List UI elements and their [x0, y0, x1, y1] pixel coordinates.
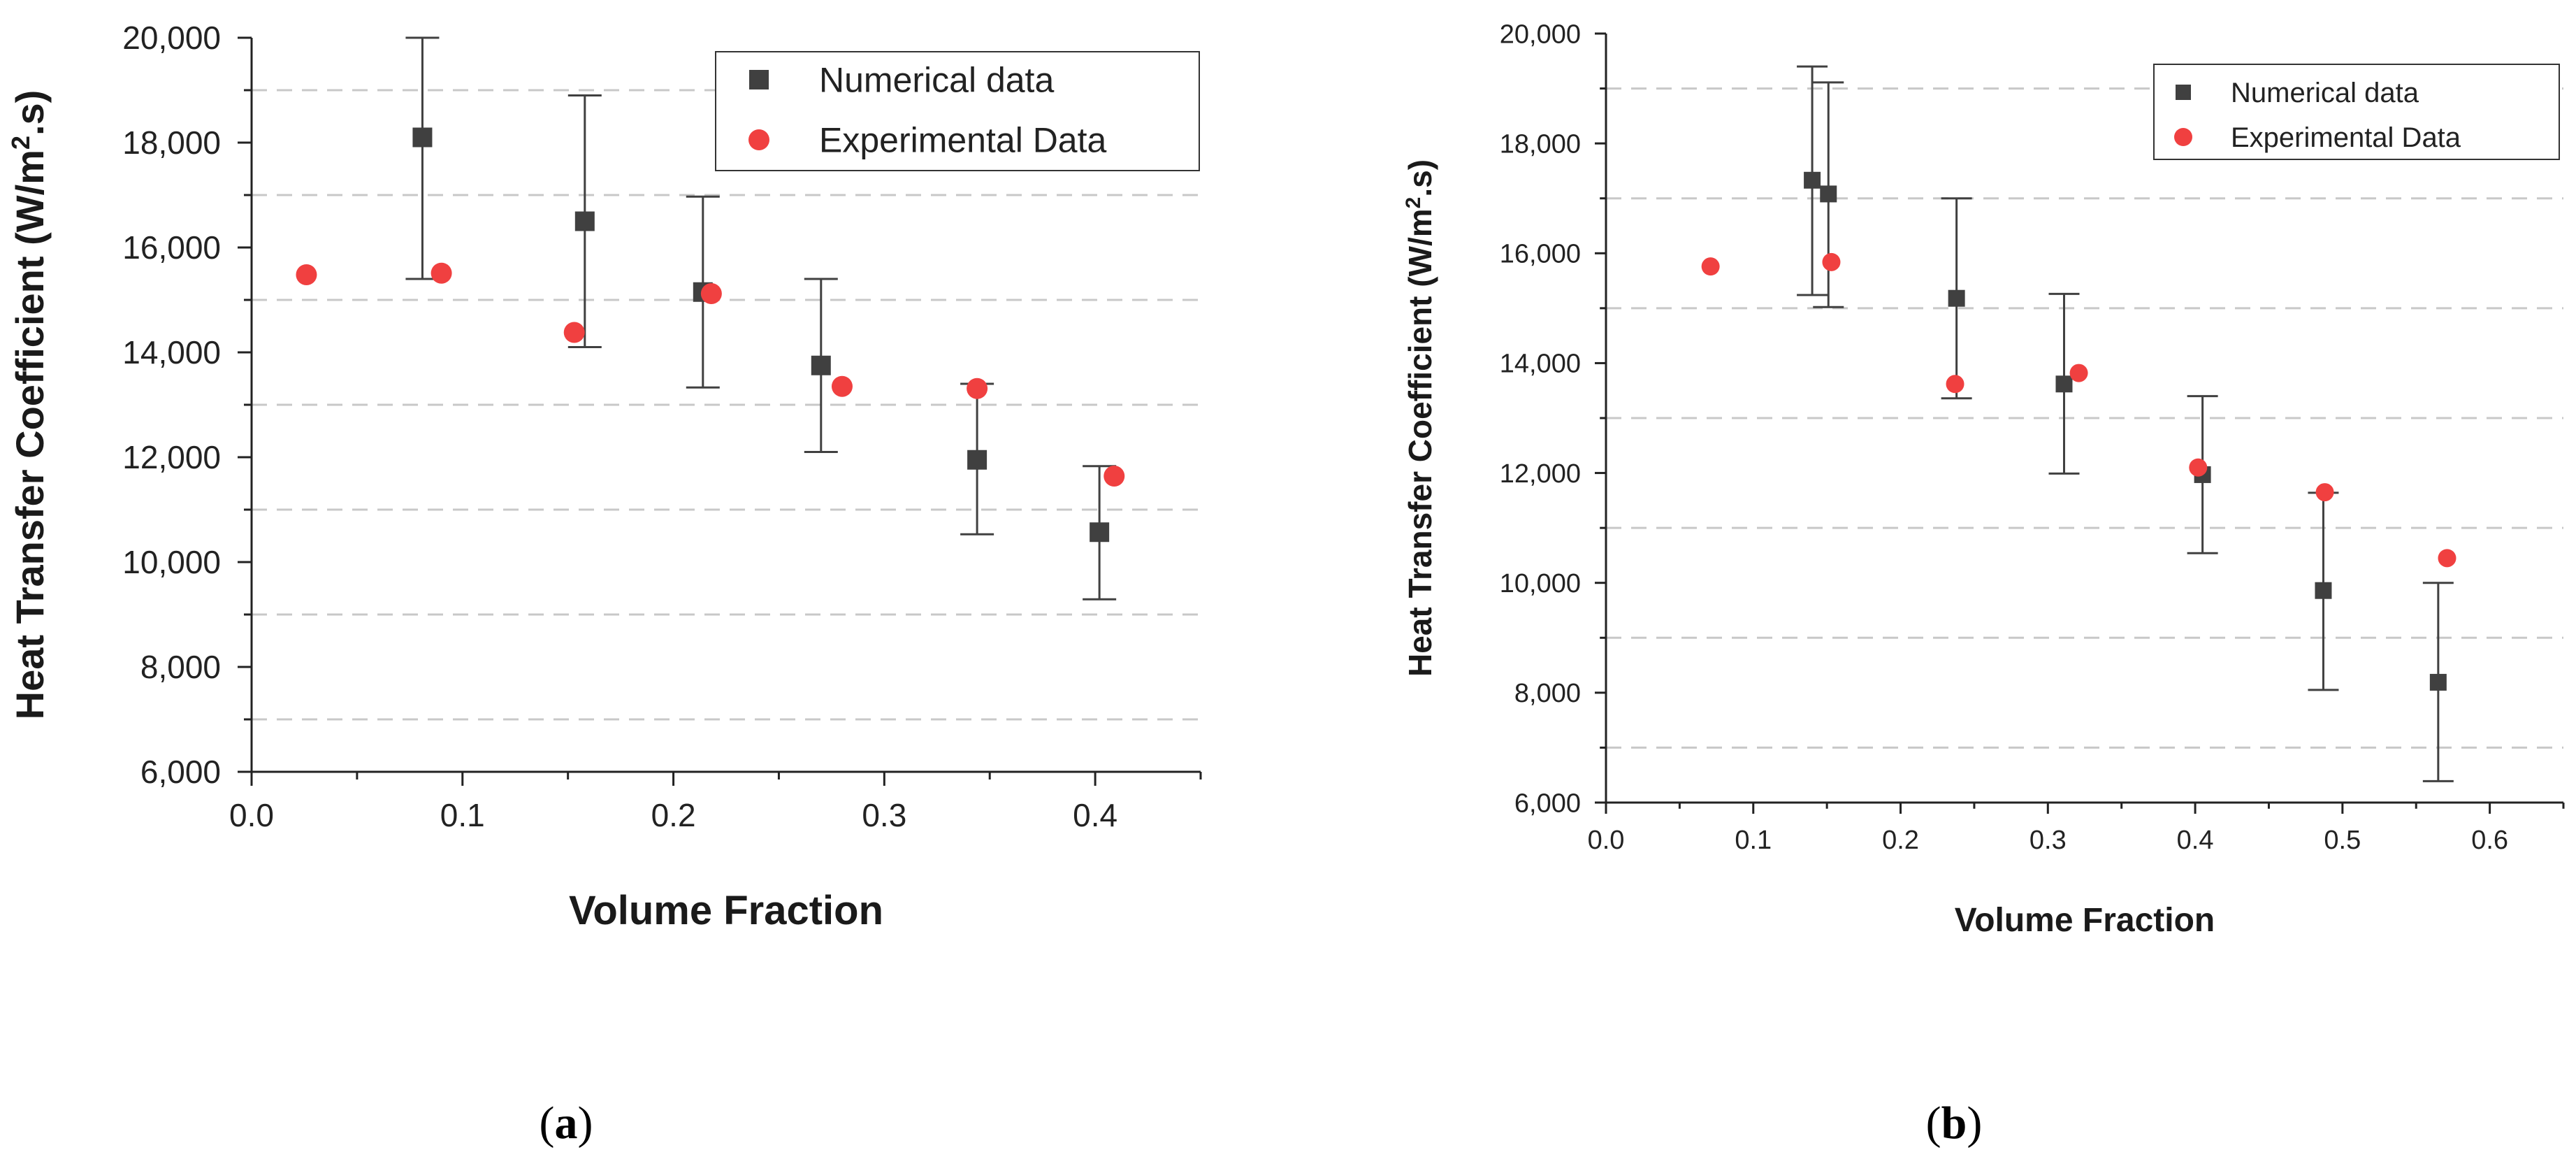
y-tick-label-b-3: 12,000 [1500, 459, 1581, 489]
legend-numerical-label-b: Numerical data [2231, 78, 2419, 108]
x-tick-label-b-2: 0.2 [1882, 826, 1919, 855]
legend-box-b [2153, 64, 2560, 160]
numerical-point-b-6 [2429, 673, 2447, 691]
y-axis-label-main-a: Heat Transfer Coefficient (W/m [8, 150, 52, 719]
chart-a: 0.0 0.1 0.2 0.3 0.4 6,000 8,000 10,000 12,000 14… [6, 20, 1202, 933]
experimental-point-a-5 [967, 378, 988, 399]
numerical-point-a-4 [967, 450, 987, 470]
numerical-point-b-5 [2315, 582, 2332, 599]
x-tick-labels-a: 0.0 0.1 0.2 0.3 0.4 [229, 797, 1117, 833]
y-tick-label-a-3: 12,000 [122, 439, 221, 475]
x-tick-label-a-4: 0.4 [1073, 797, 1117, 833]
y-axis-label-a: Heat Transfer Coefficient (W/m2.s) [6, 90, 52, 720]
y-tick-label-a-2: 10,000 [122, 544, 221, 580]
y-tick-label-a-1: 8,000 [140, 649, 221, 685]
experimental-point-b-1 [1822, 252, 1841, 271]
x-tick-label-a-3: 0.3 [862, 797, 906, 833]
legend-experimental-marker-b [2174, 128, 2192, 146]
grid-lines-a [252, 89, 1201, 721]
y-axis-label-b: Heat Transfer Coefficient (W/m2.s) [1402, 159, 1439, 677]
y-tick-label-b-6: 18,000 [1500, 129, 1581, 159]
caption-a-letter: a [555, 1098, 578, 1149]
experimental-point-b-6 [2438, 549, 2456, 568]
x-tick-label-a-1: 0.1 [440, 797, 485, 833]
x-tick-label-b-0: 0.0 [1588, 826, 1625, 855]
legend-a: Numerical data Experimental Data [715, 51, 1200, 171]
experimental-point-a-1 [430, 262, 452, 284]
experimental-point-a-6 [1104, 466, 1125, 487]
x-axis-label-b: Volume Fraction [1955, 902, 2215, 939]
numerical-point-a-0 [412, 127, 433, 148]
y-tick-label-a-6: 18,000 [122, 124, 221, 161]
y-tick-label-a-7: 20,000 [122, 20, 221, 56]
grid-lines-b [1606, 87, 2563, 749]
numerical-points-b [1804, 171, 2447, 691]
numerical-point-a-5 [1090, 522, 1110, 543]
x-tick-labels-b: 0.0 0.1 0.2 0.3 0.4 0.5 0.6 [1588, 826, 2508, 855]
experimental-point-a-4 [831, 375, 853, 397]
x-tick-label-b-4: 0.4 [2177, 826, 2214, 855]
caption-a: (a) [540, 1098, 593, 1149]
experimental-point-b-0 [1701, 257, 1720, 276]
experimental-point-b-5 [2315, 483, 2334, 502]
caption-b: (b) [1926, 1098, 1983, 1149]
y-tick-label-a-5: 16,000 [122, 229, 221, 266]
y-tick-label-b-5: 16,000 [1500, 240, 1581, 269]
y-axis-label-end-a: .s) [8, 90, 52, 136]
legend-box-a [715, 51, 1200, 171]
y-tick-label-b-2: 10,000 [1500, 569, 1581, 598]
x-tick-label-b-5: 0.5 [2324, 826, 2361, 855]
x-axis-label-a: Volume Fraction [569, 888, 883, 933]
error-bars-b [1797, 65, 2454, 782]
y-tick-label-b-0: 6,000 [1514, 789, 1581, 818]
y-tick-label-b-1: 8,000 [1514, 679, 1581, 708]
y-axis-label-main-b: Heat Transfer Coefficient (W/m [1402, 208, 1438, 677]
x-tick-label-b-1: 0.1 [1735, 826, 1772, 855]
caption-b-close: ) [1967, 1098, 1982, 1149]
caption-b-open: ( [1926, 1098, 1941, 1149]
x-tick-label-b-6: 0.6 [2471, 826, 2508, 855]
x-tick-label-a-2: 0.2 [651, 797, 696, 833]
y-tick-labels-b: 6,000 8,000 10,000 12,000 14,000 16,000 18,000… [1500, 20, 1581, 818]
numerical-point-b-3 [2055, 375, 2073, 393]
experimental-point-b-2 [1946, 375, 1964, 394]
legend-experimental-label-b: Experimental Data [2231, 122, 2461, 153]
numerical-point-a-1 [574, 211, 595, 231]
caption-b-letter: b [1941, 1098, 1967, 1149]
numerical-point-b-0 [1804, 171, 1821, 189]
y-tick-labels-a: 6,000 8,000 10,000 12,000 14,000 16,000 18,000… [122, 20, 221, 790]
y-axis-label-end-b: .s) [1402, 159, 1438, 197]
experimental-point-b-3 [2069, 364, 2088, 382]
experimental-point-a-2 [563, 322, 585, 343]
numerical-point-b-2 [1948, 289, 1965, 307]
legend-experimental-label-a: Experimental Data [819, 121, 1106, 160]
y-axis-label-sup-b: 2 [1402, 197, 1425, 209]
numerical-point-a-3 [811, 355, 831, 375]
axes-b [1595, 32, 2565, 814]
y-axis-label-sup-a: 2 [6, 136, 35, 150]
legend-numerical-label-a: Numerical data [819, 61, 1054, 100]
experimental-points-a [296, 262, 1125, 487]
legend-numerical-marker-a [749, 70, 769, 89]
x-tick-label-b-3: 0.3 [2029, 826, 2067, 855]
caption-a-close: ) [578, 1098, 593, 1149]
experimental-points-b [1701, 252, 2456, 568]
axes-a [238, 36, 1202, 786]
y-tick-label-a-0: 6,000 [140, 754, 221, 790]
y-tick-label-b-4: 14,000 [1500, 350, 1581, 379]
numerical-point-b-1 [1820, 185, 1837, 203]
legend-numerical-marker-b [2176, 85, 2191, 100]
legend-b: Numerical data Experimental Data [2153, 64, 2560, 160]
x-tick-label-a-0: 0.0 [229, 797, 274, 833]
chart-b: 0.0 0.1 0.2 0.3 0.4 0.5 0.6 6,000 8,000 10,000 12… [1402, 20, 2565, 939]
experimental-point-b-4 [2189, 458, 2208, 477]
legend-experimental-marker-a [748, 129, 769, 150]
experimental-point-a-0 [296, 264, 317, 285]
caption-a-open: ( [540, 1098, 555, 1149]
numerical-points-a [412, 127, 1110, 543]
experimental-point-a-3 [700, 283, 722, 304]
y-tick-label-b-7: 20,000 [1500, 20, 1581, 49]
y-tick-label-a-4: 14,000 [122, 334, 221, 371]
